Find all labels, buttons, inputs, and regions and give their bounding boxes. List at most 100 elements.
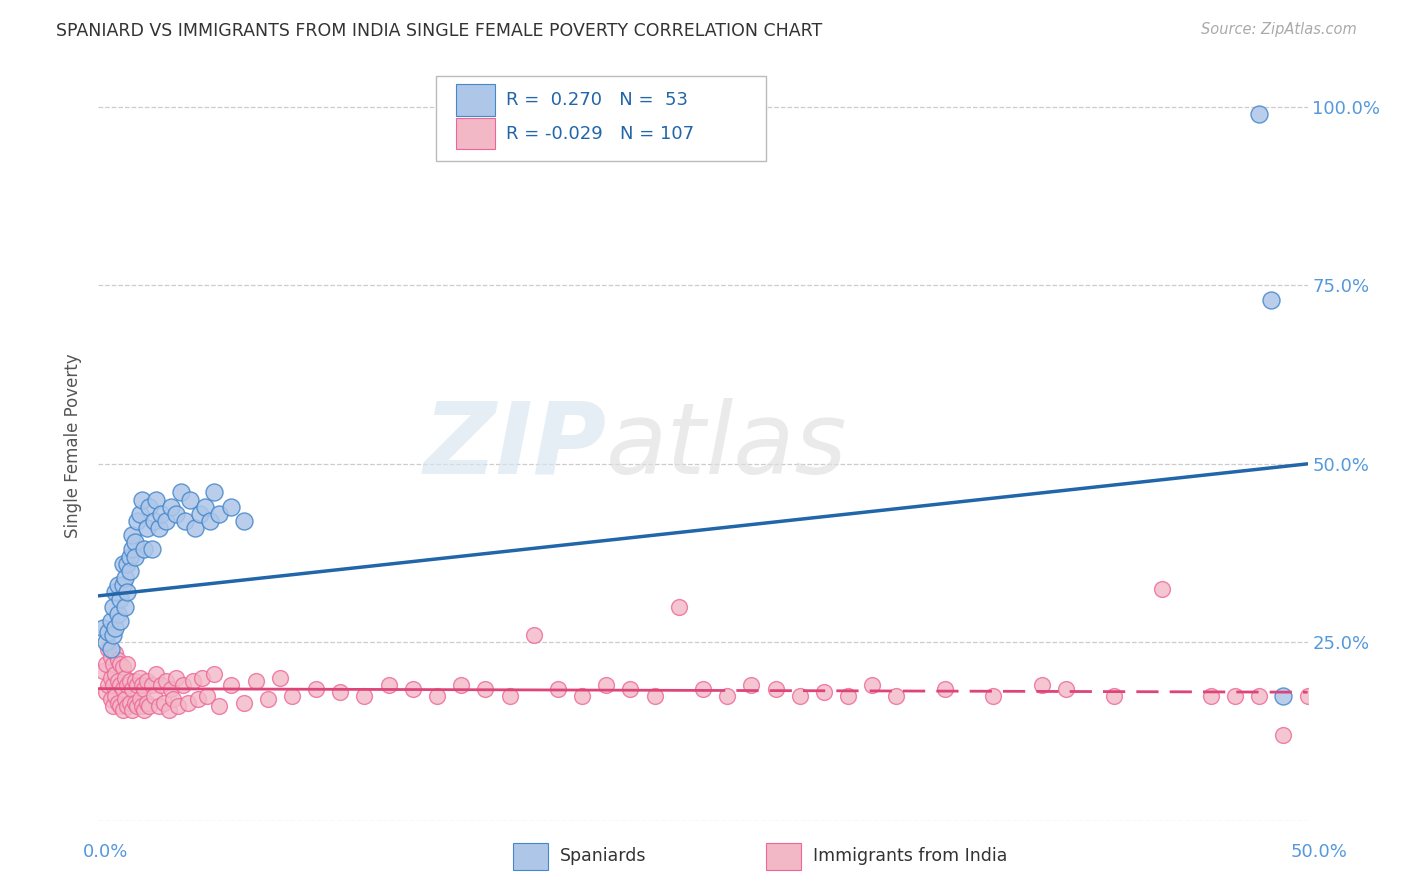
Point bbox=[128, 671, 150, 685]
Point bbox=[104, 667, 127, 681]
Point bbox=[281, 689, 304, 703]
Point bbox=[765, 681, 787, 696]
Point bbox=[198, 514, 221, 528]
Point bbox=[143, 514, 166, 528]
Point bbox=[860, 678, 883, 692]
Point bbox=[143, 689, 166, 703]
Point bbox=[167, 699, 190, 714]
Point bbox=[184, 521, 207, 535]
Point bbox=[117, 657, 139, 671]
Point bbox=[169, 485, 191, 500]
Point bbox=[329, 685, 352, 699]
Point bbox=[1249, 107, 1271, 121]
Point bbox=[155, 674, 177, 689]
Point bbox=[118, 564, 141, 578]
Point bbox=[1260, 293, 1282, 307]
Point bbox=[305, 681, 328, 696]
Point bbox=[148, 521, 170, 535]
Point bbox=[1272, 728, 1295, 742]
Point bbox=[111, 681, 134, 696]
Point bbox=[692, 681, 714, 696]
Point bbox=[165, 671, 187, 685]
Point bbox=[204, 485, 226, 500]
Text: 0.0%: 0.0% bbox=[83, 843, 128, 861]
Point bbox=[595, 678, 617, 692]
Point bbox=[108, 657, 131, 671]
Point bbox=[1249, 689, 1271, 703]
Point bbox=[107, 607, 129, 621]
Point bbox=[204, 667, 226, 681]
Point bbox=[111, 557, 134, 571]
Point bbox=[107, 578, 129, 592]
Point bbox=[145, 492, 167, 507]
Point bbox=[1223, 689, 1246, 703]
Point bbox=[547, 681, 569, 696]
Point bbox=[152, 696, 174, 710]
Text: Spaniards: Spaniards bbox=[560, 847, 647, 865]
Point bbox=[128, 507, 150, 521]
Point bbox=[104, 646, 127, 660]
Point bbox=[114, 599, 136, 614]
Point bbox=[934, 681, 956, 696]
Point bbox=[668, 599, 690, 614]
Point bbox=[886, 689, 908, 703]
Point bbox=[107, 674, 129, 689]
Point bbox=[118, 674, 141, 689]
Point bbox=[101, 599, 124, 614]
Point bbox=[94, 685, 117, 699]
Point bbox=[232, 514, 254, 528]
Point bbox=[160, 500, 183, 514]
Point bbox=[474, 681, 496, 696]
Point bbox=[118, 696, 141, 710]
Point bbox=[97, 624, 120, 639]
Point bbox=[124, 535, 146, 549]
Point bbox=[1031, 678, 1053, 692]
Point bbox=[1102, 689, 1125, 703]
Point bbox=[1199, 689, 1222, 703]
Point bbox=[716, 689, 738, 703]
Point bbox=[172, 678, 194, 692]
Point bbox=[121, 703, 143, 717]
Point bbox=[101, 678, 124, 692]
Point bbox=[1296, 689, 1319, 703]
Point bbox=[111, 578, 134, 592]
Point bbox=[450, 678, 472, 692]
Point bbox=[117, 585, 139, 599]
Point bbox=[837, 689, 859, 703]
Y-axis label: Single Female Poverty: Single Female Poverty bbox=[65, 354, 83, 538]
Point bbox=[619, 681, 641, 696]
Point bbox=[131, 699, 153, 714]
Point bbox=[117, 699, 139, 714]
Point bbox=[402, 681, 425, 696]
Point bbox=[107, 696, 129, 710]
Point bbox=[174, 514, 197, 528]
Point bbox=[108, 678, 131, 692]
Point bbox=[121, 528, 143, 542]
Text: ZIP: ZIP bbox=[423, 398, 606, 494]
Point bbox=[644, 689, 666, 703]
Point bbox=[165, 507, 187, 521]
Point bbox=[97, 642, 120, 657]
Point bbox=[148, 699, 170, 714]
Point bbox=[135, 674, 157, 689]
Point bbox=[101, 657, 124, 671]
Point bbox=[111, 660, 134, 674]
Point bbox=[108, 699, 131, 714]
Point bbox=[128, 692, 150, 706]
Point bbox=[150, 678, 173, 692]
Point bbox=[131, 678, 153, 692]
Text: R = -0.029   N = 107: R = -0.029 N = 107 bbox=[506, 125, 695, 143]
Point bbox=[104, 621, 127, 635]
Point bbox=[101, 628, 124, 642]
Point bbox=[108, 592, 131, 607]
Point bbox=[104, 689, 127, 703]
Point bbox=[100, 649, 122, 664]
Point bbox=[138, 699, 160, 714]
Point bbox=[100, 671, 122, 685]
Point bbox=[100, 614, 122, 628]
Point bbox=[100, 642, 122, 657]
Point bbox=[269, 671, 291, 685]
Point bbox=[114, 692, 136, 706]
Point bbox=[91, 664, 114, 678]
Point bbox=[117, 678, 139, 692]
